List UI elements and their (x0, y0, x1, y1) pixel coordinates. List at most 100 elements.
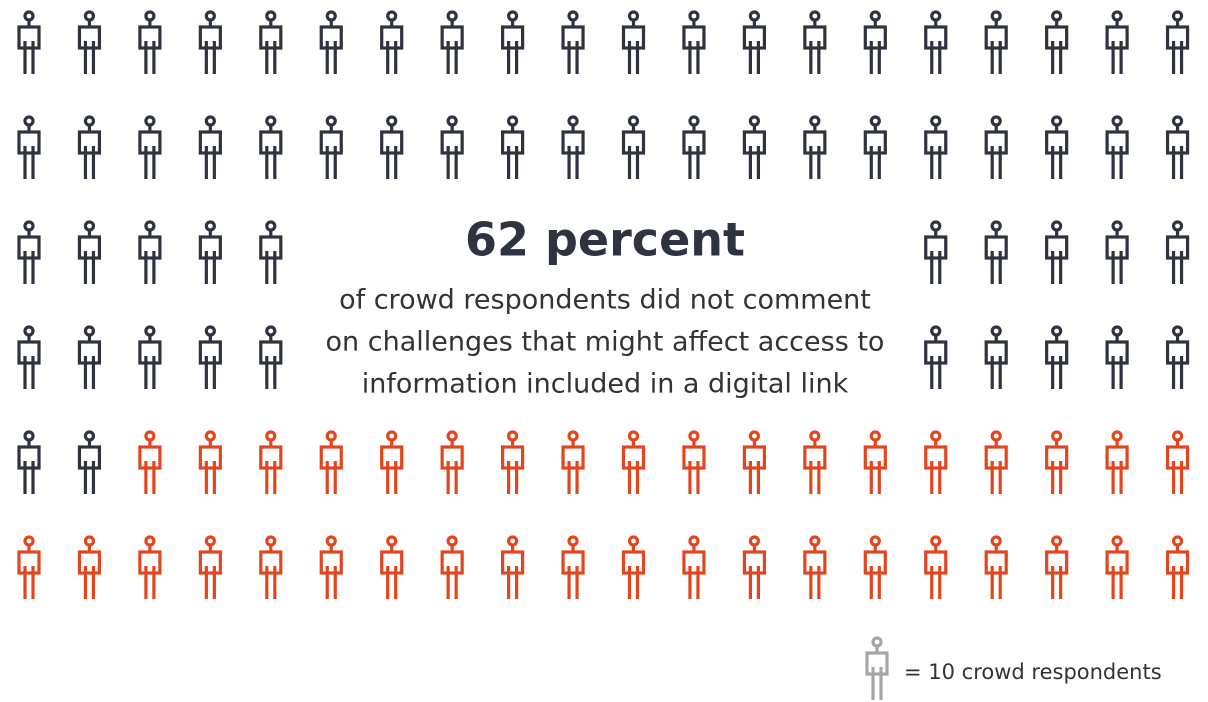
person-icon (501, 430, 525, 494)
person-icon (1045, 220, 1069, 284)
person-icon (924, 325, 948, 389)
icon-head (869, 115, 881, 127)
icon-head (1111, 325, 1123, 337)
person-icon (138, 220, 162, 284)
icon-head (1111, 115, 1123, 127)
person-icon (138, 325, 162, 389)
icon-head (930, 115, 942, 127)
icon-head (688, 115, 700, 127)
icon-head (144, 430, 156, 442)
icon-head (627, 10, 640, 22)
icon-body (259, 550, 283, 575)
icon-body (1045, 235, 1069, 260)
person-icon (319, 115, 343, 179)
person-icon (621, 430, 646, 494)
icon-head (1171, 115, 1184, 127)
person-icon (561, 535, 585, 599)
person-icon (259, 430, 283, 494)
person-icon (380, 430, 404, 494)
person-icon (17, 535, 41, 599)
person-icon (259, 535, 283, 599)
icon-head (506, 430, 519, 442)
person-icon (682, 10, 706, 74)
icon-body (380, 550, 404, 575)
person-icon (259, 10, 283, 74)
icon-head (1171, 10, 1184, 22)
icon-body (440, 445, 464, 470)
icon-body (17, 550, 41, 575)
icon-body (924, 130, 948, 155)
icon-body (138, 445, 162, 470)
person-icon (1165, 430, 1190, 494)
icon-head (809, 10, 821, 22)
icon-body (17, 130, 41, 155)
person-icon (742, 430, 767, 494)
icon-body (1045, 445, 1069, 470)
person-icon (984, 10, 1008, 74)
icon-body (1165, 445, 1190, 470)
icon-body (863, 130, 887, 155)
icon-head (446, 535, 458, 547)
icon-body (924, 445, 948, 470)
icon-head (567, 430, 579, 442)
icon-head (23, 10, 35, 22)
person-icon (77, 115, 102, 179)
icon-head (446, 10, 458, 22)
icon-body (259, 340, 283, 365)
icon-head (748, 10, 761, 22)
person-icon (1045, 115, 1069, 179)
icon-head (748, 115, 761, 127)
icon-body (1165, 130, 1190, 155)
icon-body (17, 25, 41, 50)
icon-head (990, 535, 1002, 547)
icon-head (990, 325, 1002, 337)
icon-head (204, 115, 216, 127)
person-icon (803, 115, 827, 179)
icon-head (506, 10, 519, 22)
icon-body (501, 130, 525, 155)
icon-body (682, 25, 706, 50)
icon-body (1165, 340, 1190, 365)
icon-head (265, 430, 277, 442)
person-icon (501, 115, 525, 179)
person-icon (198, 535, 222, 599)
person-icon (77, 535, 102, 599)
legend-icon (865, 636, 889, 700)
icon-body (77, 25, 102, 50)
person-icon (77, 10, 102, 74)
icon-body (380, 25, 404, 50)
icon-body (621, 25, 646, 50)
person-icon (1045, 535, 1069, 599)
subtitle-line: on challenges that might affect access t… (326, 327, 885, 358)
person-icon (682, 430, 706, 494)
icon-body (17, 235, 41, 260)
person-icon (984, 325, 1008, 389)
icon-head (1171, 220, 1184, 232)
icon-body (984, 235, 1008, 260)
icon-body (77, 550, 102, 575)
icon-body (1105, 445, 1129, 470)
subtitle-line: information included in a digital link (362, 369, 849, 400)
icon-head (386, 115, 398, 127)
icon-head (1171, 535, 1184, 547)
person-icon (259, 325, 283, 389)
person-icon (803, 10, 827, 74)
person-icon (138, 115, 162, 179)
person-icon (259, 115, 283, 179)
icon-head (930, 430, 942, 442)
icon-body (501, 25, 525, 50)
icon-head (990, 10, 1002, 22)
icon-body (380, 130, 404, 155)
icon-head (688, 430, 700, 442)
icon-body (319, 25, 343, 50)
icon-head (506, 535, 519, 547)
person-icon (984, 430, 1008, 494)
person-icon (1045, 325, 1069, 389)
subtitle-line: of crowd respondents did not comment (339, 285, 871, 316)
icon-body (865, 651, 889, 676)
icon-head (871, 636, 883, 648)
person-icon (1165, 220, 1190, 284)
person-icon (742, 115, 767, 179)
icon-head (1051, 10, 1063, 22)
icon-head (627, 535, 640, 547)
